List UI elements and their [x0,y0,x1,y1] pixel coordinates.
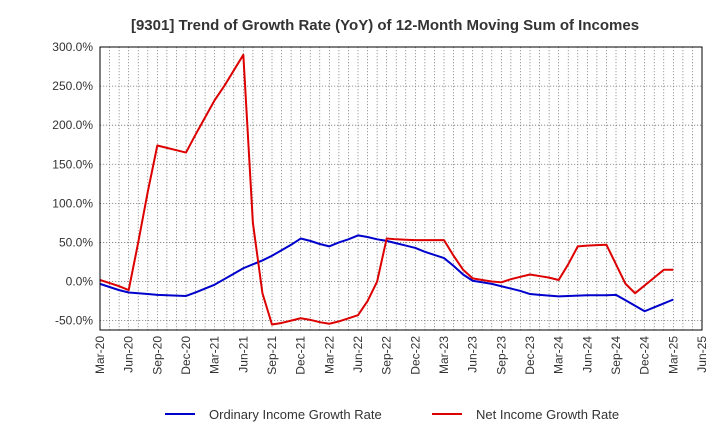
x-tick-label: Sep-21 [265,336,279,375]
x-tick-label: Mar-20 [93,336,107,374]
y-tick-label: -50.0% [55,314,93,328]
x-tick-label: Sep-20 [150,336,164,375]
y-tick-label: 300.0% [52,40,93,54]
legend: Ordinary Income Growth Rate Net Income Gr… [165,407,619,422]
x-tick-label: Sep-23 [494,336,508,375]
x-tick-label: Mar-21 [208,336,222,374]
y-tick-label: 0.0% [66,275,94,289]
chart-title: [9301] Trend of Growth Rate (YoY) of 12-… [131,17,639,34]
x-tick-label: Mar-23 [437,336,451,374]
y-tick-label: 50.0% [59,235,93,249]
x-tick-label: Jun-24 [580,336,594,373]
x-tick-label: Dec-21 [294,336,308,375]
plot-frame [99,46,703,331]
x-tick-label: Jun-20 [122,336,136,373]
x-tick-label: Mar-25 [666,336,680,374]
x-tick-label: Jun-23 [466,336,480,373]
x-tick-label: Dec-24 [638,336,652,375]
legend-label: Ordinary Income Growth Rate [209,407,382,422]
y-axis-ticks: 300.0% 250.0% 200.0% 150.0% 100.0% 50.0% 0.0% -… [52,40,93,328]
y-tick-label: 150.0% [52,157,93,171]
series-lines [99,53,674,326]
y-tick-label: 200.0% [52,118,93,132]
x-tick-label: Jun-21 [236,336,250,373]
y-tick-label: 100.0% [52,196,93,210]
x-tick-label: Sep-24 [609,336,623,375]
x-tick-label: Jun-25 [695,336,709,373]
legend-label: Net Income Growth Rate [476,407,619,422]
x-tick-label: Mar-24 [552,336,566,374]
x-tick-label: Mar-22 [322,336,336,374]
x-tick-label: Dec-23 [523,336,537,375]
grid [100,46,702,330]
series-line-net-income [99,53,674,326]
x-axis-ticks: Mar-20 Jun-20 Sep-20 Dec-20 Mar-21 Jun-21 Sep-… [93,336,709,375]
x-tick-label: Jun-22 [351,336,365,373]
x-tick-label: Sep-22 [380,336,394,375]
x-tick-label: Dec-22 [408,336,422,375]
x-tick-label: Dec-20 [179,336,193,375]
y-tick-label: 250.0% [52,79,93,93]
